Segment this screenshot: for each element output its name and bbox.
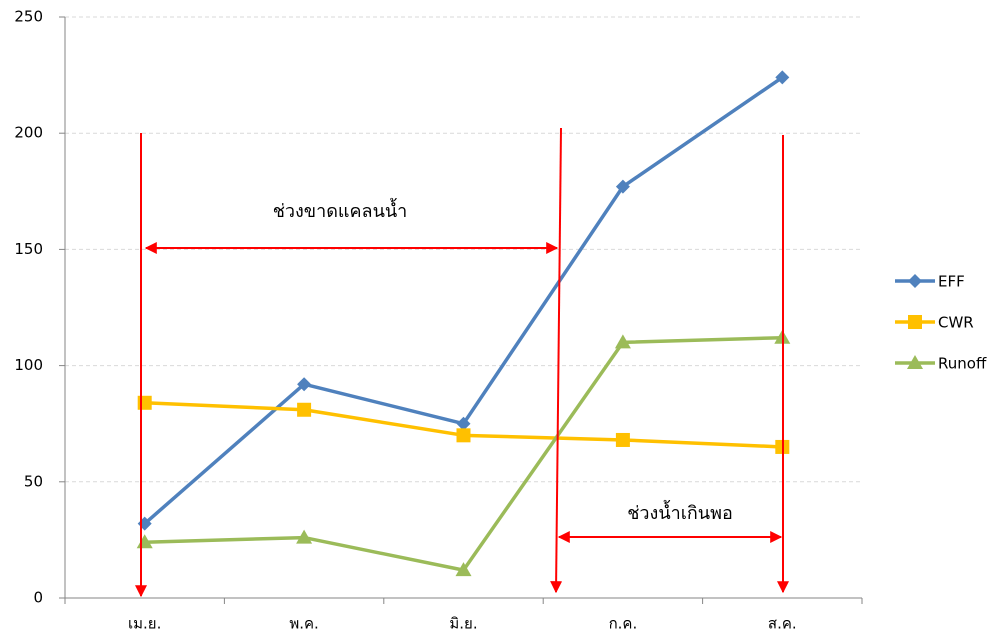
series-line [143, 75, 784, 525]
grid [59, 16, 863, 604]
point [456, 428, 471, 443]
legend-marker [908, 315, 922, 329]
point [775, 70, 790, 85]
annotation-text: ช่วงน้ำเกินพอ [627, 500, 733, 524]
point [455, 562, 472, 577]
x-tick-label: มิ.ย. [449, 615, 477, 633]
point [297, 402, 312, 417]
y-tick-label: 200 [14, 124, 43, 142]
point [297, 377, 312, 392]
x-tick-label: พ.ค. [289, 615, 318, 633]
annotation-line [550, 127, 563, 594]
point [614, 334, 631, 349]
annotations [135, 127, 789, 598]
x-tick-label: ก.ค. [609, 615, 638, 633]
y-tick-label: 250 [14, 8, 43, 26]
point [456, 416, 471, 431]
point [296, 529, 313, 544]
point [615, 432, 630, 447]
y-tick-label: 50 [24, 472, 43, 490]
legend-marker [908, 274, 922, 288]
y-tick-label: 100 [14, 356, 43, 374]
legend-label: CWR [938, 314, 974, 332]
point [615, 179, 630, 194]
series-line [144, 335, 783, 572]
legend-label: EFF [938, 273, 965, 291]
legend-label: Runoff [938, 355, 987, 373]
series [136, 70, 791, 577]
y-tick-label: 150 [14, 240, 43, 258]
x-tick-label: เม.ย. [128, 615, 161, 633]
y-tick-label: 0 [33, 589, 43, 607]
x-tick-label: ส.ค. [768, 615, 797, 633]
point [137, 395, 152, 410]
annotation-text: ช่วงขาดแคลนน้ำ [273, 198, 408, 222]
legend-marker [907, 355, 923, 369]
